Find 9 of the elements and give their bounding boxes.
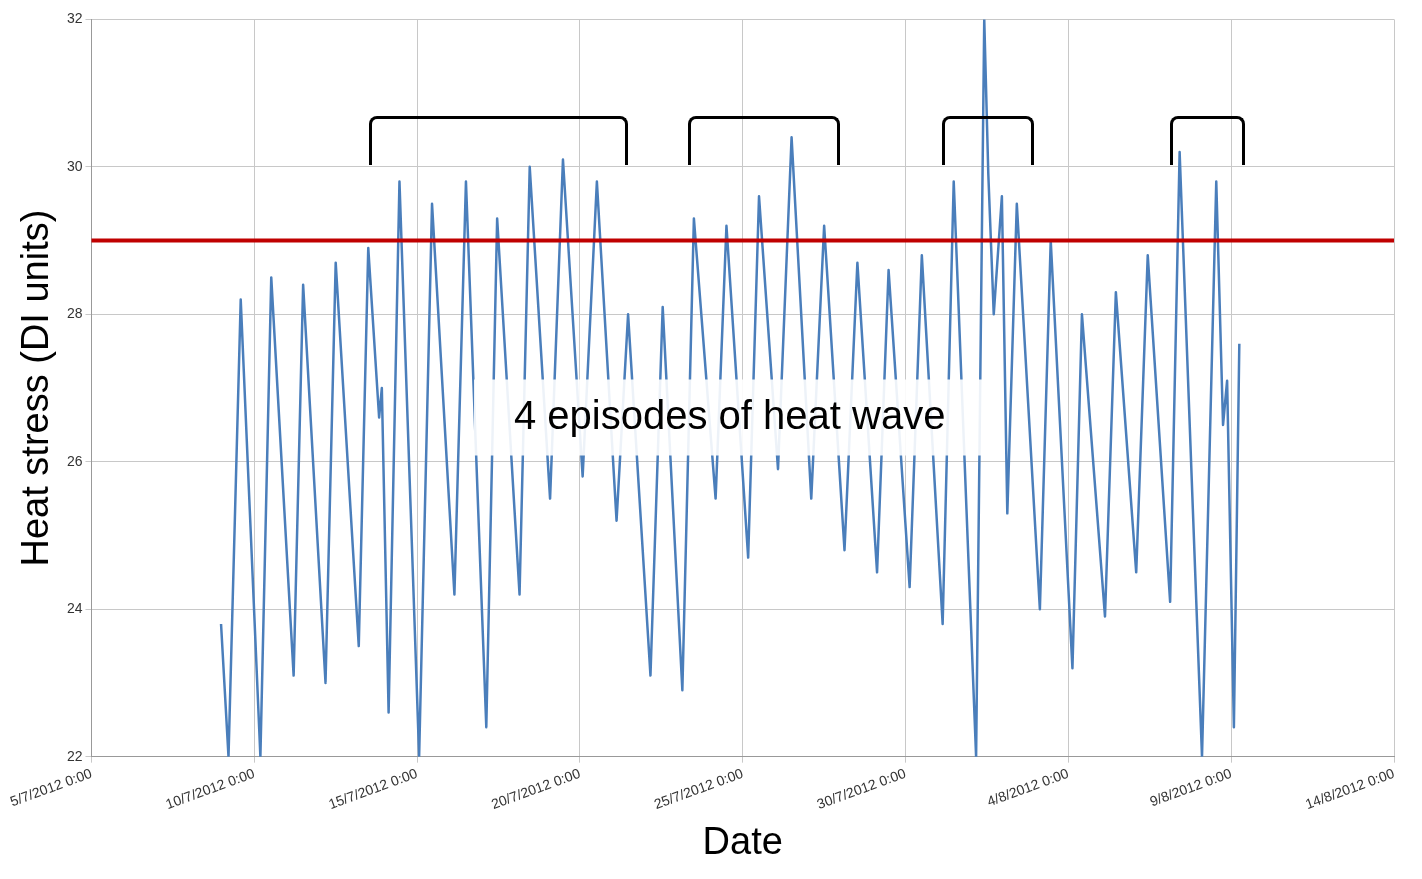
y-axis-title: Heat stress (DI units) [13, 209, 56, 567]
x-axis-title: Date [702, 819, 783, 862]
annotation: 4 episodes of heat wave [514, 392, 946, 437]
y-tick-label: 28 [66, 305, 83, 322]
y-tick-label: 30 [66, 157, 83, 174]
y-tick-label: 32 [66, 10, 83, 27]
y-tick-label: 24 [66, 600, 83, 617]
y-tick-label: 22 [66, 747, 83, 764]
y-tick-label: 26 [66, 452, 83, 469]
